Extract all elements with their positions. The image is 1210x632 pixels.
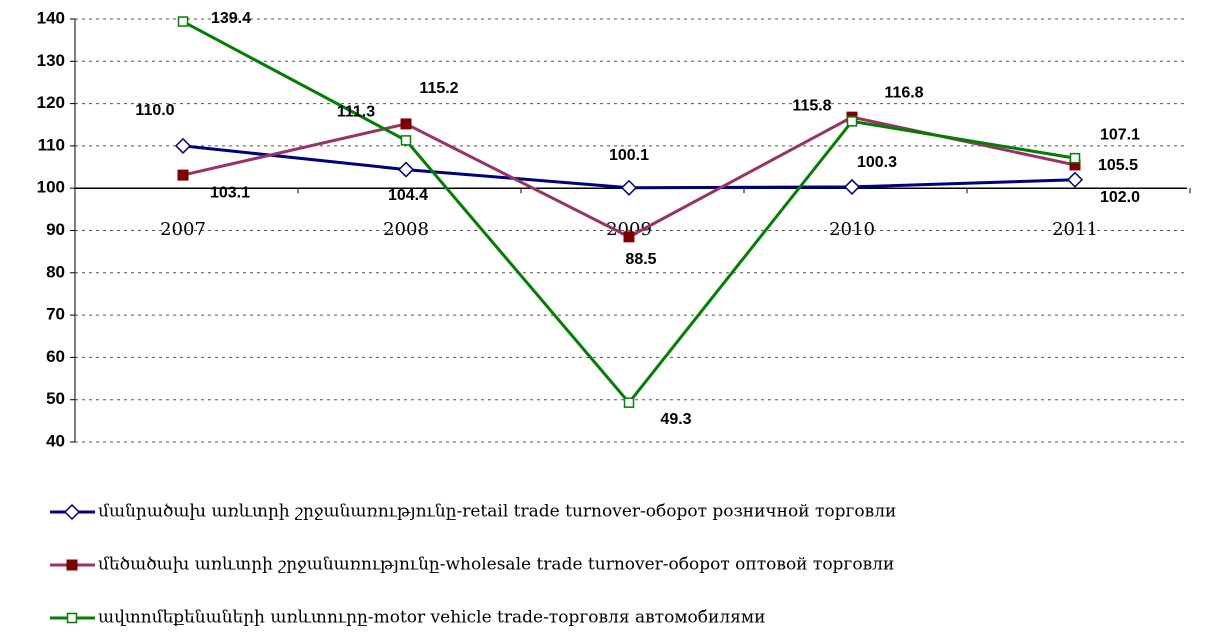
value-label: 88.5 xyxy=(625,251,656,268)
value-label: 116.8 xyxy=(884,84,923,101)
value-label: 139.4 xyxy=(211,10,251,27)
y-tick-label: 110 xyxy=(38,135,65,154)
marker xyxy=(400,118,412,130)
marker xyxy=(1069,152,1081,164)
marker xyxy=(63,503,81,521)
marker xyxy=(66,612,78,624)
value-label: 103.1 xyxy=(210,184,250,201)
x-tick-label: 2008 xyxy=(383,219,429,240)
value-label: 111.3 xyxy=(337,104,375,121)
marker xyxy=(623,231,635,243)
y-tick-label: 100 xyxy=(37,178,65,197)
value-label: 115.2 xyxy=(419,80,458,97)
y-tick-label: 90 xyxy=(46,220,65,239)
marker xyxy=(177,169,189,181)
y-tick-label: 120 xyxy=(37,93,65,112)
marker xyxy=(174,137,192,154)
legend-label: ավտոմեքենաների առևտուրը-motor vehicle tr… xyxy=(98,608,765,628)
marker xyxy=(177,16,189,27)
series-line xyxy=(182,20,1076,406)
value-label: 110.0 xyxy=(135,102,174,119)
marker xyxy=(620,179,638,196)
value-label: 49.3 xyxy=(660,411,691,428)
marker xyxy=(400,135,412,146)
legend-label: մեծածախ առևտրի շրջանառությունը-wholesale… xyxy=(98,555,894,575)
y-tick-label: 140 xyxy=(37,8,65,27)
x-tick-label: 2011 xyxy=(1052,219,1098,240)
value-label: 107.1 xyxy=(1100,126,1140,143)
x-tick-label: 2010 xyxy=(829,219,875,240)
x-tick-label: 2007 xyxy=(160,219,206,240)
y-tick-label: 130 xyxy=(37,51,65,70)
marker xyxy=(843,178,861,195)
x-tick-label: 2009 xyxy=(606,219,652,240)
value-label: 115.8 xyxy=(792,98,831,115)
value-label: 100.3 xyxy=(857,154,897,171)
value-label: 100.1 xyxy=(609,147,649,164)
y-tick-label: 50 xyxy=(46,389,65,408)
marker xyxy=(1066,171,1084,188)
value-label: 102.0 xyxy=(1100,189,1140,206)
marker xyxy=(66,559,78,571)
marker xyxy=(623,397,635,408)
legend-label: մանրածախ առևտրի շրջանառությունը-retail t… xyxy=(98,502,896,522)
marker xyxy=(846,116,858,127)
y-tick-label: 80 xyxy=(46,262,65,281)
value-label: 105.5 xyxy=(1098,157,1138,174)
y-tick-label: 40 xyxy=(46,431,65,450)
value-label: 104.4 xyxy=(388,187,428,204)
y-tick-label: 60 xyxy=(46,347,65,366)
y-tick-label: 70 xyxy=(46,305,65,324)
marker xyxy=(397,161,415,178)
